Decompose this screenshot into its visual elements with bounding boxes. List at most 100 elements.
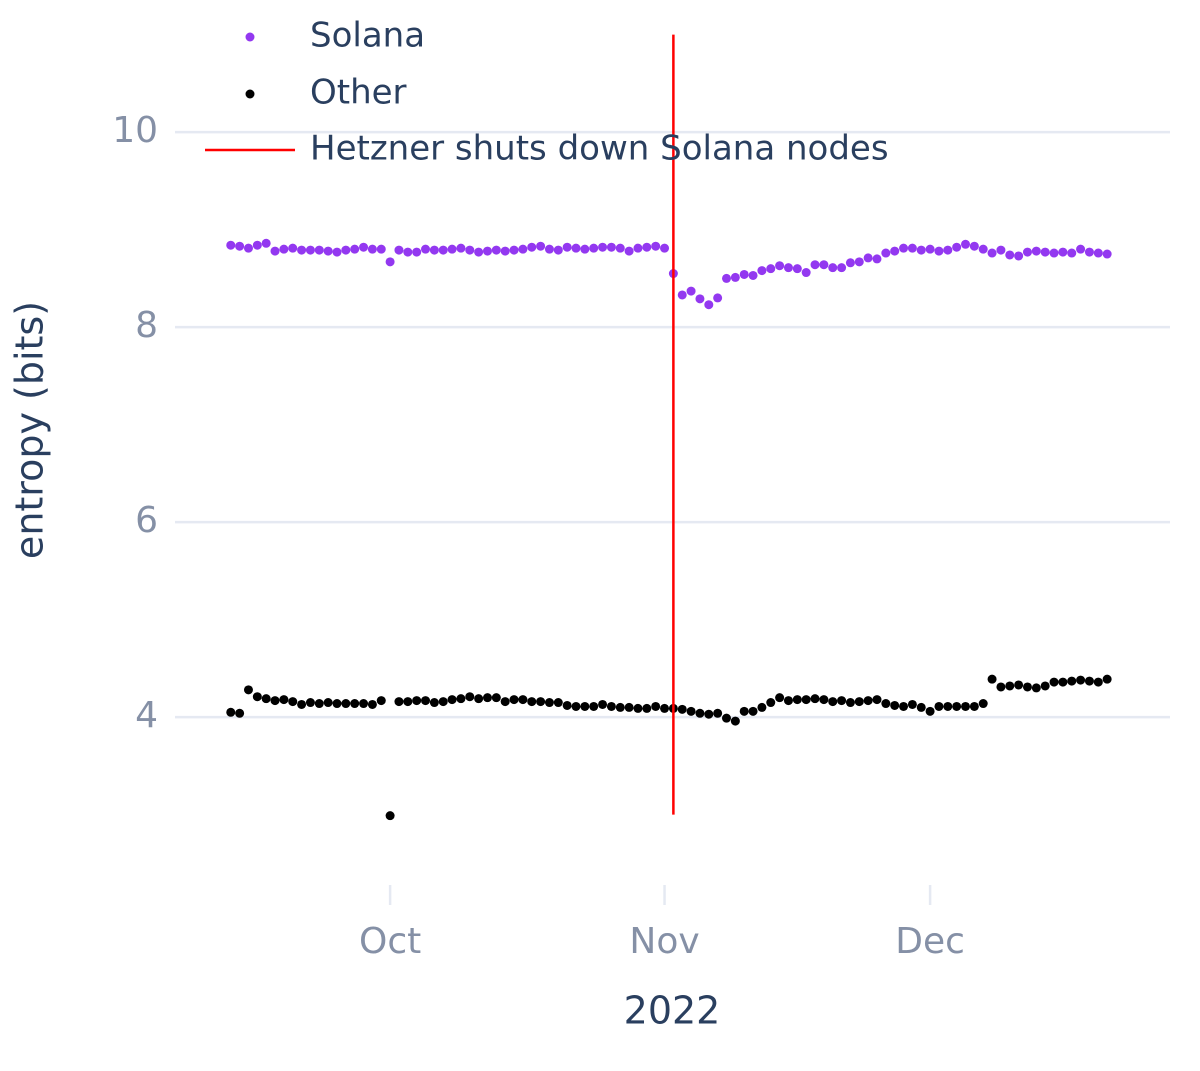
point (252, 692, 262, 702)
point (314, 245, 324, 255)
point (518, 695, 528, 705)
point (482, 693, 492, 703)
point (686, 706, 696, 716)
point (660, 243, 670, 253)
point (598, 242, 608, 252)
point (916, 245, 926, 255)
point (412, 696, 422, 706)
point (589, 701, 599, 711)
point (704, 300, 714, 310)
point (943, 245, 953, 255)
point (438, 245, 448, 255)
point (792, 695, 802, 705)
point (748, 706, 758, 716)
point (978, 244, 988, 254)
point (429, 698, 439, 708)
point (775, 693, 785, 703)
point (934, 246, 944, 256)
point (969, 701, 979, 711)
point (1049, 248, 1059, 258)
point (438, 697, 448, 707)
point (580, 244, 590, 254)
point (1067, 676, 1077, 686)
point (651, 701, 661, 711)
point (837, 696, 847, 706)
point (801, 695, 811, 705)
point (1005, 250, 1015, 260)
point (916, 702, 926, 712)
point (429, 245, 439, 255)
point (314, 699, 324, 709)
point (571, 243, 581, 253)
point (1022, 247, 1032, 257)
point (890, 246, 900, 256)
point (1014, 251, 1024, 261)
point (854, 697, 864, 707)
point (465, 245, 475, 255)
y-tick-label: 4 (135, 695, 158, 736)
point (783, 696, 793, 706)
point (544, 698, 554, 708)
point (624, 702, 634, 712)
point (1058, 247, 1068, 257)
point (297, 245, 307, 255)
point (1031, 246, 1041, 256)
point (819, 695, 829, 705)
point (359, 242, 369, 252)
point (385, 811, 395, 821)
point (907, 699, 917, 709)
point (491, 245, 501, 255)
point (270, 696, 280, 706)
y-tick-label: 6 (135, 500, 158, 541)
point (226, 240, 236, 250)
point (279, 244, 289, 254)
point (987, 248, 997, 258)
point (606, 701, 616, 711)
point (713, 293, 723, 303)
point (305, 245, 315, 255)
point (385, 257, 395, 267)
point (978, 699, 988, 709)
point (412, 247, 422, 257)
point (589, 243, 599, 253)
point (899, 243, 909, 253)
point (925, 706, 935, 716)
point (474, 247, 484, 257)
point (403, 697, 413, 707)
point (1031, 683, 1041, 693)
point (934, 701, 944, 711)
point (456, 243, 466, 253)
x-tick-label: Dec (895, 921, 965, 962)
point (1067, 248, 1077, 258)
point (907, 243, 917, 253)
x-axis-title: 2022 (624, 989, 721, 1033)
point (562, 242, 572, 252)
point (465, 692, 475, 702)
point (730, 716, 740, 726)
point (739, 269, 749, 279)
point (845, 698, 855, 708)
point (235, 708, 245, 718)
point (863, 696, 873, 706)
point (288, 243, 298, 253)
point (536, 697, 546, 707)
point (775, 261, 785, 271)
point (642, 242, 652, 252)
point (987, 674, 997, 684)
point (350, 699, 360, 709)
point (1084, 247, 1094, 257)
point (1014, 680, 1024, 690)
point (624, 246, 634, 256)
point (297, 699, 307, 709)
point (695, 708, 705, 718)
point (598, 699, 608, 709)
legend-label: Hetzner shuts down Solana nodes (310, 129, 889, 169)
point (1102, 249, 1112, 259)
y-axis-title: entropy (bits) (8, 301, 52, 559)
point (1022, 682, 1032, 692)
point (819, 260, 829, 270)
point (695, 294, 705, 304)
point (261, 694, 271, 704)
point (332, 247, 342, 257)
point (482, 246, 492, 256)
